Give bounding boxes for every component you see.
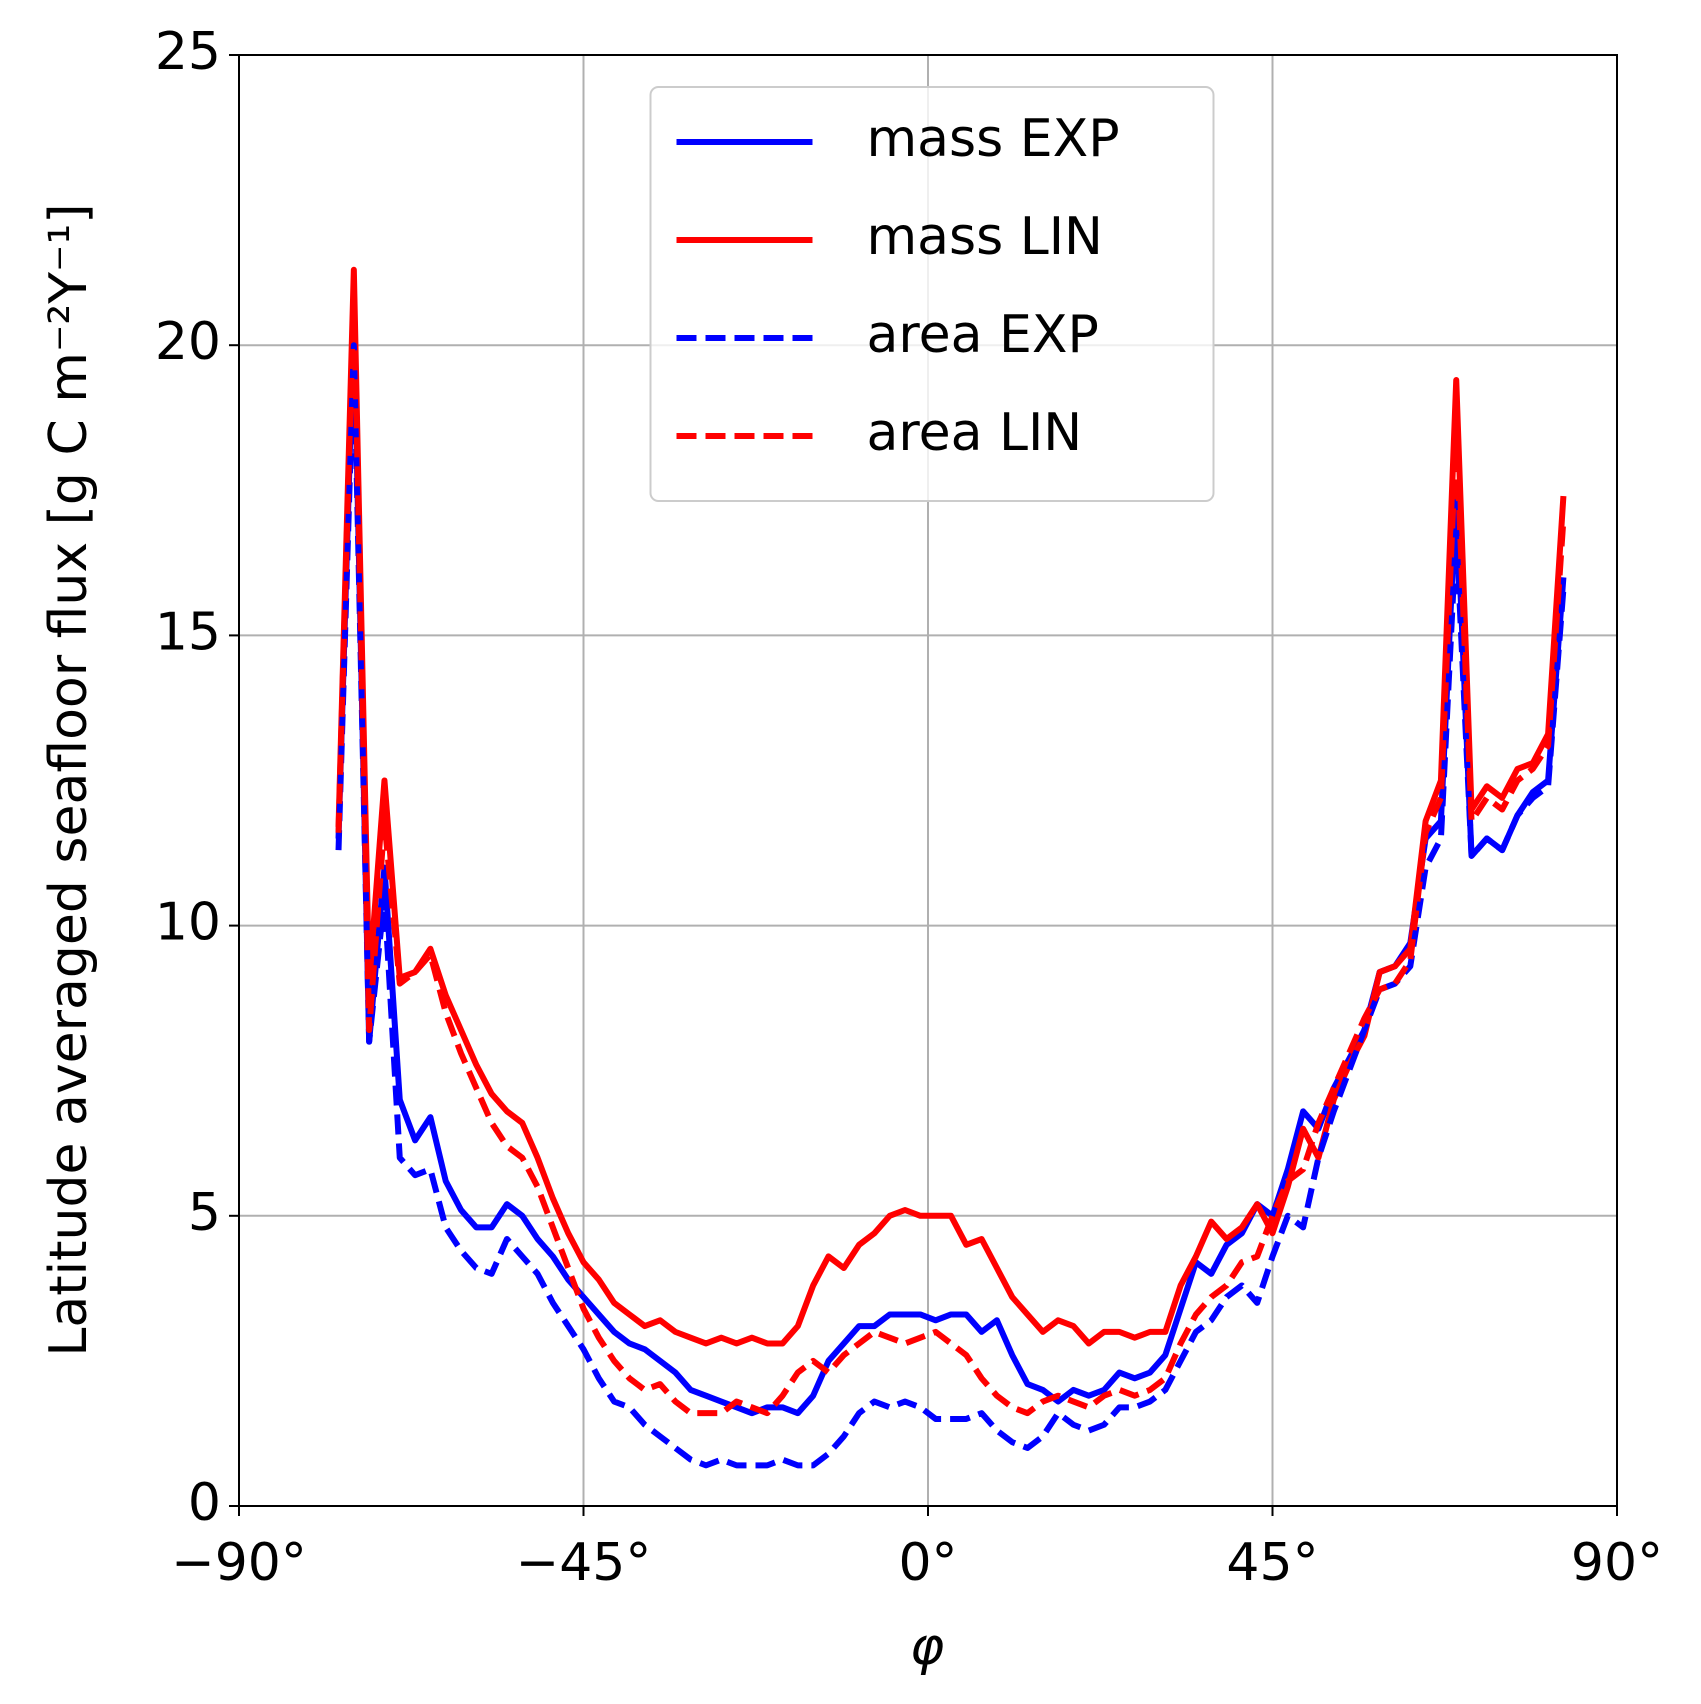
line <box>335 284 1567 1417</box>
x-tick-label: −90° <box>171 1533 307 1593</box>
x-tick-label: 0° <box>898 1533 957 1593</box>
legend-label: mass EXP <box>867 109 1120 169</box>
legend-box <box>649 86 1215 502</box>
legend-label: area EXP <box>867 305 1099 365</box>
legend: mass EXP mass LIN area EXP area LIN <box>649 86 1215 502</box>
line <box>335 342 1567 1469</box>
line <box>335 266 1567 1347</box>
y-tick-label: 0 <box>188 1473 221 1533</box>
legend-label: area LIN <box>867 403 1083 463</box>
y-axis-label: Latitude averaged seafloor flux [g C m⁻²… <box>39 203 99 1356</box>
x-tick-label: 45° <box>1226 1533 1318 1593</box>
y-tick-label: 5 <box>188 1183 221 1243</box>
legend-label: mass LIN <box>867 207 1103 267</box>
plot-frame <box>238 54 1618 1507</box>
y-tick-label: 10 <box>155 893 221 953</box>
y-tick-label: 20 <box>155 312 221 372</box>
y-tick-label: 25 <box>155 22 221 82</box>
x-axis-label: φ <box>910 1617 944 1677</box>
x-tick-label: −45° <box>516 1533 652 1593</box>
y-tick-label: 15 <box>155 602 221 662</box>
x-tick-label: 90° <box>1571 1533 1663 1593</box>
